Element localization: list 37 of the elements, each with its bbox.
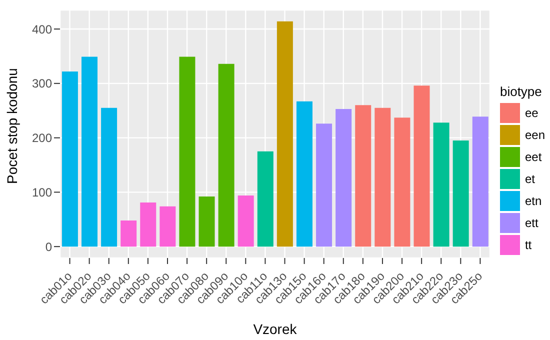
y-axis-title: Pocet stop kodonu [4,68,20,184]
y-tick-label: 0 [45,240,52,254]
legend-label: eet [524,150,542,164]
bar [160,206,176,247]
bar [101,108,118,247]
y-tick-label: 200 [32,131,52,146]
legend-label: tt [524,238,532,252]
bar [336,108,352,247]
bar [452,140,469,247]
y-tick-label: 400 [32,22,52,36]
legend-label: ee [524,106,538,120]
bar [472,116,488,247]
legend-label: een [524,128,545,142]
legend-label: ett [524,216,538,230]
bar [374,108,391,247]
bar [198,196,215,247]
legend-label: et [524,172,535,186]
bar [355,105,372,247]
bar [120,220,137,247]
bar [62,71,78,247]
bar [276,21,293,247]
x-axis-title: Vzorek [253,321,298,337]
bar [296,101,312,247]
y-tick-label: 300 [32,76,52,91]
y-tick-label: 100 [32,185,52,200]
bar [218,64,234,247]
legend-label: etn [524,194,542,208]
bar [238,195,254,247]
legend-title: biotype [500,84,543,98]
bar [394,118,410,247]
bar [257,151,274,247]
bar [433,122,450,247]
bar [316,124,332,247]
bar [414,86,430,247]
bar [179,56,196,247]
bar [140,202,156,247]
bar [82,56,98,247]
